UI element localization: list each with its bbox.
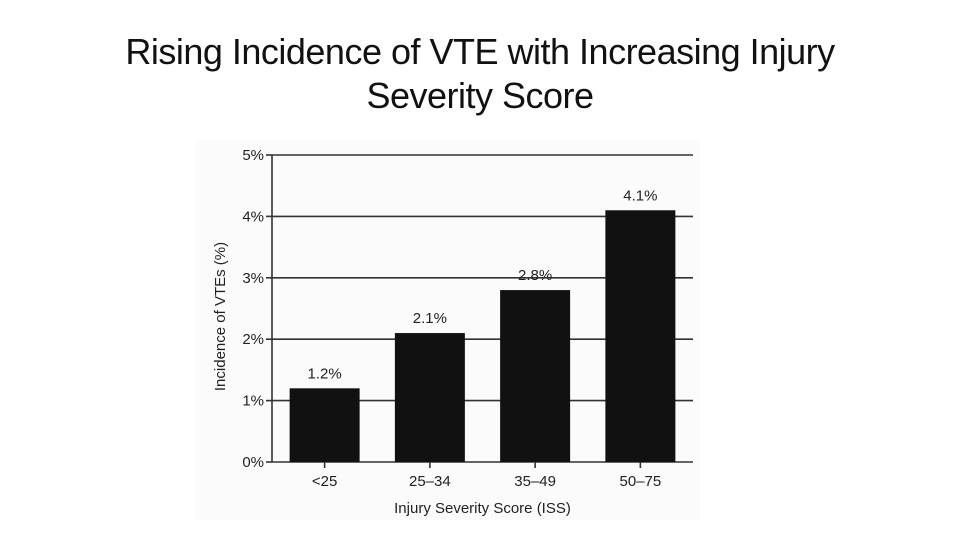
bar (500, 290, 571, 462)
slide-title-line-2: Severity Score (366, 75, 594, 116)
bar (394, 333, 465, 462)
bar (605, 210, 676, 462)
x-tick-label: <25 (312, 473, 337, 490)
data-label: 4.1% (623, 187, 657, 204)
y-tick-label: 2% (242, 331, 264, 348)
x-tick-label: 25–34 (409, 473, 451, 490)
data-label: 2.1% (413, 310, 447, 327)
y-tick-label: 0% (242, 454, 264, 471)
slide-title: Rising Incidence of VTE with Increasing … (0, 30, 960, 118)
bar (289, 388, 360, 462)
y-tick-label: 3% (242, 270, 264, 287)
slide-title-line-1: Rising Incidence of VTE with Increasing … (125, 31, 835, 72)
x-tick-label: 50–75 (620, 473, 662, 490)
y-tick-label: 1% (242, 393, 264, 410)
y-tick-label: 4% (242, 208, 264, 225)
x-axis-title: Injury Severity Score (ISS) (394, 500, 571, 517)
data-label: 2.8% (518, 267, 552, 284)
y-tick-label: 5% (242, 147, 264, 164)
bar-chart: 0% 1% 2% 3% 4% 5% 1.2% <25 2.1% 25–34 2.8% 35–49 4.1… (195, 140, 700, 520)
chart-canvas: 0% 1% 2% 3% 4% 5% 1.2% <25 2.1% 25–34 2.8% 35–49 4.1… (212, 147, 693, 517)
x-tick-label: 35–49 (514, 473, 556, 490)
data-label: 1.2% (308, 365, 342, 382)
y-axis-title: Incidence of VTEs (%) (212, 242, 229, 391)
